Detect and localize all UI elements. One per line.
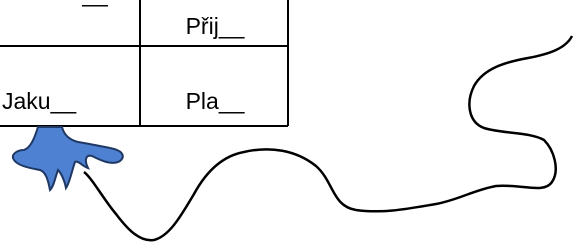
- table-cell: Jaku__: [2, 88, 77, 114]
- river-line: [84, 36, 572, 240]
- water-splash: [13, 127, 123, 190]
- table-cell: __: [81, 0, 109, 7]
- page: __ Přij__ Jaku__ Pla__ (() => { const da…: [0, 0, 579, 248]
- table-cell: Pla__: [186, 88, 246, 114]
- table-cell: Přij__: [186, 13, 246, 39]
- worksheet: __ Přij__ Jaku__ Pla__: [0, 0, 579, 248]
